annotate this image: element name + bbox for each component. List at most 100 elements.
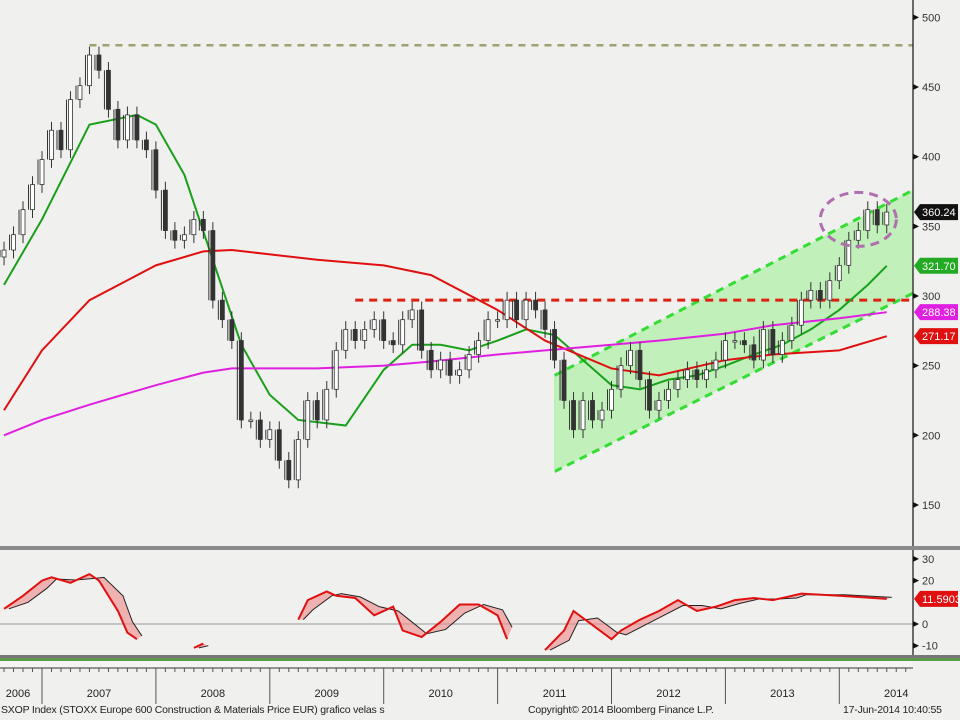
indicator-tick — [913, 577, 919, 584]
candle — [618, 365, 624, 390]
candle — [1, 249, 7, 258]
price-tick — [913, 362, 919, 369]
indicator-spread-fill — [4, 574, 142, 640]
price-panel: 500 450 400 350 300 250 200 150 360.24 321.70 288.… — [0, 12, 958, 512]
ma-mid-line — [3, 249, 888, 411]
candle — [504, 299, 510, 321]
candle — [248, 419, 254, 422]
candle — [628, 349, 633, 367]
candle — [770, 329, 776, 355]
ma-short-line — [3, 113, 888, 427]
indicator-tick-label: 20 — [922, 576, 934, 588]
candle — [77, 85, 83, 100]
candle — [191, 218, 197, 236]
price-tick-label: 400 — [922, 152, 940, 164]
channel-upper-line — [553, 188, 914, 377]
indicator-tick-label: 30 — [922, 554, 934, 566]
candle — [685, 369, 690, 380]
candle — [476, 340, 482, 355]
volume-strip — [0, 661, 913, 668]
candle — [874, 209, 880, 226]
candle — [219, 299, 225, 321]
candle — [229, 319, 235, 341]
copyright: Copyright© 2014 Bloomberg Finance L.P. — [528, 704, 714, 716]
price-tick-label: 300 — [922, 291, 940, 303]
candle — [666, 388, 671, 401]
candle — [675, 379, 681, 390]
candle — [789, 324, 795, 341]
year-label: 2014 — [884, 688, 908, 700]
candle — [305, 400, 311, 440]
signal-line — [549, 594, 892, 651]
last-price-tag: 360.24 — [914, 204, 958, 221]
volume-divider — [0, 655, 960, 658]
indicator-line — [544, 592, 887, 651]
candle — [381, 319, 387, 341]
candle — [836, 264, 842, 282]
ma-short-tag: 321.70 — [914, 257, 958, 274]
candle — [153, 149, 159, 191]
indicator-panel: 30 20 0 -10 11.5903 — [0, 554, 960, 653]
candle — [571, 400, 576, 431]
candle — [49, 129, 54, 160]
indicator-tick — [913, 621, 919, 627]
candle — [884, 211, 890, 226]
price-tick-label: 250 — [922, 361, 940, 373]
ma-mid-tag: 271.17 — [914, 328, 958, 345]
ma-long-tag-bg — [914, 304, 958, 321]
indicator-spread-fill — [298, 591, 513, 640]
candle — [324, 388, 330, 421]
price-tick — [913, 84, 919, 91]
candle — [817, 290, 823, 301]
panel-divider — [0, 546, 960, 550]
candle — [115, 108, 121, 141]
candle — [523, 299, 529, 321]
candle — [779, 340, 785, 355]
candle — [362, 329, 368, 341]
ma-mid-tag-bg — [914, 328, 958, 345]
year-label: 2010 — [428, 688, 452, 700]
candle — [466, 354, 472, 371]
price-tick — [913, 501, 919, 508]
candle — [333, 349, 339, 390]
candle — [542, 309, 548, 330]
candle — [343, 329, 349, 351]
candle — [125, 114, 130, 141]
candle — [723, 340, 728, 361]
price-tick-label: 350 — [922, 221, 940, 233]
candle — [438, 359, 444, 371]
candle — [855, 230, 861, 241]
price-tick — [913, 153, 919, 160]
indicator-spread-fill — [545, 593, 892, 651]
indicator-tick-label: -10 — [922, 641, 938, 653]
indicator-tag-text: 11.5903 — [922, 594, 960, 606]
candle — [428, 349, 434, 371]
candle — [172, 230, 178, 241]
candle — [808, 290, 814, 301]
price-tick-label: 150 — [922, 500, 940, 512]
security-title: SXOP Index (STOXX Europe 600 Constructio… — [1, 704, 385, 716]
ma-short-tag-bg — [914, 257, 958, 274]
candle — [96, 54, 102, 71]
year-label: 2009 — [315, 688, 339, 700]
candle — [647, 379, 652, 411]
candle — [713, 359, 719, 371]
channel-lower-line — [553, 291, 914, 473]
year-label: 2011 — [543, 688, 567, 700]
date-axis: 2006 2007 2008 2009 2010 2011 2012 2013 2014 — [3, 668, 909, 704]
candle — [200, 218, 206, 231]
candle — [741, 340, 747, 346]
candle — [599, 409, 605, 421]
candle — [257, 419, 263, 440]
candle — [210, 230, 216, 301]
candle — [181, 234, 187, 241]
candle — [400, 319, 406, 346]
candle — [827, 280, 833, 301]
candle — [798, 299, 804, 326]
candle — [514, 299, 519, 321]
candle — [865, 209, 871, 231]
trend-channel-fill — [554, 190, 913, 472]
candle — [694, 369, 700, 380]
